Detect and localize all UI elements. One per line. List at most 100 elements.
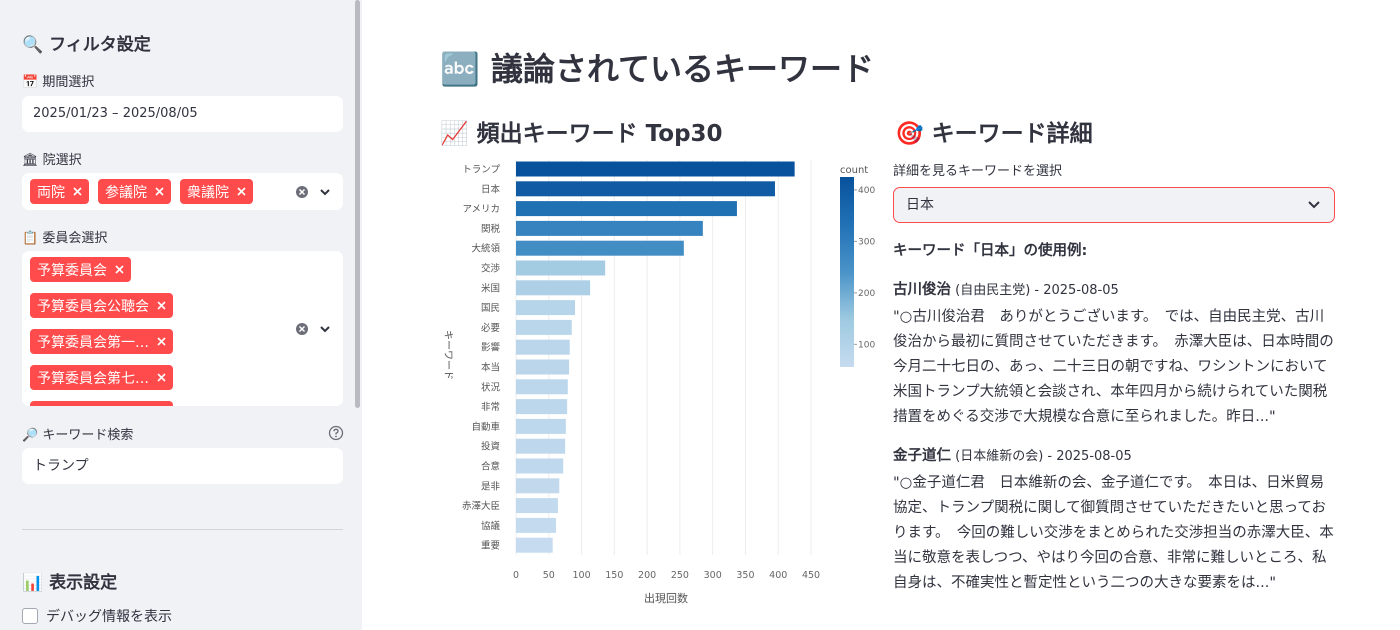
x-icon — [157, 301, 166, 310]
y-tick-label: 協議 — [481, 520, 501, 532]
keyword-select[interactable]: 日本 — [893, 187, 1335, 223]
x-icon — [237, 187, 246, 196]
display-title: 📊 表示設定 — [22, 573, 118, 593]
bar — [516, 458, 564, 474]
period-input[interactable]: 2025/01/23 – 2025/08/05 — [22, 96, 343, 132]
detail-panel: 詳細を見るキーワードを選択 日本 キーワード「日本」の使用例: 古川俊治 (自由… — [893, 160, 1335, 596]
filter-title: 🔍 フィルタ設定 — [22, 35, 151, 55]
tag-remove[interactable] — [157, 301, 166, 310]
select-controls[interactable] — [294, 321, 343, 337]
y-tick-label: アメリカ — [462, 204, 500, 215]
select-value: 日本 — [906, 197, 934, 213]
select-controls[interactable] — [294, 184, 344, 200]
bar — [516, 201, 737, 217]
y-tick-label: 必要 — [481, 322, 500, 334]
example-header: 金子道仁 (日本維新の会) - 2025-08-05 — [893, 444, 1335, 469]
bar — [516, 379, 568, 395]
quote: "○古川俊治君 ありがとうございます。 では、自由民主党、古川俊治から最初に質問… — [893, 309, 1334, 425]
example: 金子道仁 (日本維新の会) - 2025-08-05 "○金子道仁君 日本維新の会… — [893, 444, 1335, 596]
bar — [516, 498, 558, 514]
tag-row: 予算委員会第七… — [30, 365, 182, 390]
example-header: 古川俊治 (自由民主党) - 2025-08-05 — [893, 278, 1335, 303]
bar — [516, 319, 572, 335]
chart-title: 📈 頻出キーワード Top30 — [440, 121, 723, 147]
bar — [516, 517, 556, 533]
detail-title: 🎯 キーワード詳細 — [895, 121, 1093, 147]
tag: 予算委員会公聴会 — [30, 293, 173, 318]
tag-remove[interactable] — [157, 337, 166, 346]
y-tick-label: トランプ — [462, 165, 500, 176]
examples: 古川俊治 (自由民主党) - 2025-08-05 "○古川俊治君 ありがとうござ… — [893, 278, 1335, 596]
x-axis-title: 出現回数 — [644, 591, 688, 605]
x-tick-label: 50 — [543, 570, 555, 581]
colorbar-tick-label: 100 — [858, 340, 875, 350]
y-tick-label: 投資 — [481, 441, 500, 453]
tag-row: 予算委員会第二… — [30, 401, 182, 406]
x-tick-label: 350 — [736, 570, 754, 581]
page-title: 🔤 議論されているキーワード — [440, 50, 875, 88]
y-tick-label: 米国 — [481, 282, 500, 294]
bar — [516, 161, 795, 177]
x-icon — [115, 265, 124, 274]
y-axis-title: キーワード — [442, 330, 453, 380]
bar — [516, 280, 591, 296]
colorbar — [840, 177, 854, 367]
sidebar: 🔍 フィルタ設定 📅 期間選択 2025/01/23 – 2025/08/05 … — [0, 0, 362, 630]
y-tick-label: 関税 — [481, 223, 501, 235]
colorbar-tick-label: 300 — [858, 237, 875, 247]
tag-text: 衆議院 — [187, 184, 229, 201]
x-icon — [155, 187, 164, 196]
bar — [516, 260, 606, 276]
y-tick-label: 影響 — [481, 342, 501, 354]
tag-list: 両院 参議院 衆議院 — [30, 179, 262, 204]
house-multiselect[interactable]: 両院 参議院 衆議院 — [22, 173, 343, 210]
help-icon[interactable] — [328, 425, 344, 441]
x-icon — [157, 373, 166, 382]
bar — [516, 359, 570, 375]
x-icon — [157, 337, 166, 346]
x-tick-label: 100 — [572, 570, 590, 581]
tag-remove[interactable] — [157, 373, 166, 382]
period-label: 📅 期間選択 — [22, 75, 95, 90]
tag-remove[interactable] — [237, 187, 246, 196]
keyword-label: 🔎 キーワード検索 — [22, 428, 134, 443]
y-tick-label: 交渉 — [481, 263, 501, 275]
tag-text: 予算委員会公聴会 — [37, 298, 149, 315]
colorbar-title: count — [840, 165, 868, 176]
tag: 予算委員会第一… — [30, 329, 173, 354]
x-tick-label: 300 — [704, 570, 722, 581]
y-tick-label: 合意 — [481, 461, 500, 473]
tag-text: 予算委員会 — [37, 262, 107, 279]
bar — [516, 438, 566, 454]
tag: 予算委員会 — [30, 257, 131, 282]
tag: 参議院 — [98, 179, 171, 204]
tag-remove[interactable] — [115, 265, 124, 274]
bar — [516, 181, 775, 197]
bar — [516, 478, 560, 494]
tag: 衆議院 — [180, 179, 253, 204]
scrollbar[interactable] — [355, 0, 360, 408]
bar — [516, 300, 576, 316]
speaker: 金子道仁 — [893, 448, 951, 464]
tag-remove[interactable] — [73, 187, 82, 196]
tag-text: 予算委員会第一… — [37, 334, 149, 351]
tag-text: 予算委員会第七… — [37, 370, 149, 387]
y-tick-label: 重要 — [481, 540, 500, 552]
x-tick-label: 250 — [671, 570, 689, 581]
checkbox-label[interactable]: デバッグ情報を表示 — [46, 609, 172, 625]
example: 古川俊治 (自由民主党) - 2025-08-05 "○古川俊治君 ありがとうござ… — [893, 278, 1335, 430]
x-tick-label: 400 — [769, 570, 787, 581]
tag-remove[interactable] — [155, 187, 164, 196]
y-tick-label: 非常 — [481, 401, 500, 413]
tag-row: 予算委員会 — [30, 257, 182, 282]
checkbox[interactable] — [22, 608, 38, 624]
y-tick-label: 是非 — [481, 480, 501, 492]
keyword-input[interactable]: トランプ — [22, 448, 343, 484]
tag-row: 予算委員会第一… — [30, 329, 182, 354]
tag-row: 予算委員会公聴会 — [30, 293, 182, 318]
y-tick-label: 自動車 — [471, 421, 500, 433]
